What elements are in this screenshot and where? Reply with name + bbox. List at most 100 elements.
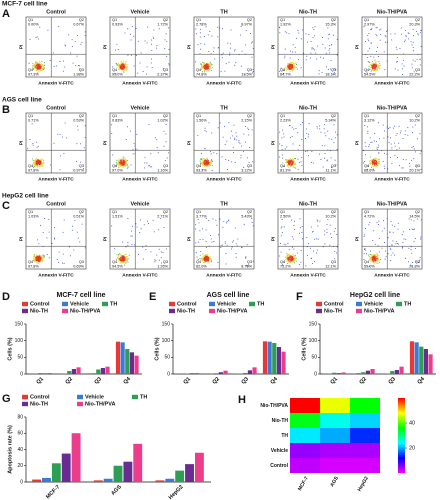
event-dot (288, 160, 290, 162)
event-dot (287, 161, 289, 163)
event-dot (32, 66, 34, 68)
event-dot (374, 259, 376, 261)
event-dot (374, 243, 376, 245)
event-dot (326, 223, 328, 225)
event-dot (207, 160, 209, 162)
legend-label: Nio-TH (30, 308, 48, 314)
event-dot (41, 165, 43, 167)
event-dot (212, 218, 214, 220)
event-dot (213, 241, 215, 242)
event-dot (209, 256, 211, 258)
event-dot (206, 163, 208, 165)
event-dot (117, 159, 119, 161)
event-dot (411, 228, 413, 230)
event-dot (327, 27, 329, 29)
event-dot (413, 71, 415, 73)
event-dot (140, 228, 142, 230)
event-dot (37, 66, 39, 67)
event-dot (112, 154, 114, 156)
event-dot (115, 63, 117, 64)
event-dot (286, 161, 288, 163)
event-dot (165, 133, 167, 135)
event-dot (122, 164, 124, 166)
event-dot (418, 34, 420, 36)
event-dot (123, 62, 125, 64)
quadrant-percent: 1.03% (28, 215, 39, 219)
event-dot (36, 257, 38, 259)
event-dot (126, 260, 128, 262)
event-dot (208, 258, 210, 260)
event-dot (120, 69, 122, 70)
event-dot (292, 66, 294, 68)
event-dot (219, 27, 221, 29)
legend-label: Vehicle (70, 301, 89, 307)
event-dot (126, 260, 128, 262)
event-dot (287, 164, 288, 166)
event-dot (392, 252, 394, 254)
event-dot (207, 62, 209, 64)
event-dot (399, 48, 401, 50)
event-dot (367, 132, 369, 134)
quadrant-name: Q4 (112, 68, 117, 72)
event-dot (284, 55, 286, 57)
event-dot (123, 264, 125, 266)
event-dot (38, 67, 39, 69)
event-dot (119, 64, 121, 66)
event-dot (300, 261, 302, 263)
event-dot (288, 163, 289, 165)
event-dot (376, 259, 378, 261)
event-dot (37, 162, 39, 164)
event-dot (293, 248, 295, 250)
event-dot (120, 255, 122, 257)
event-dot (379, 261, 381, 263)
event-dot (32, 68, 34, 70)
event-dot (251, 41, 253, 43)
event-dot (327, 38, 329, 40)
quadrant-name: Q3 (415, 164, 420, 168)
event-dot (206, 259, 208, 261)
event-dot (233, 124, 235, 126)
event-dot (36, 159, 38, 161)
event-dot (205, 260, 207, 262)
event-dot (373, 140, 375, 142)
event-dot (119, 259, 121, 261)
event-dot (41, 159, 43, 161)
event-dot (373, 254, 375, 255)
event-dot (201, 257, 203, 259)
event-dot (334, 228, 336, 230)
event-dot (378, 65, 380, 67)
event-dot (62, 253, 64, 255)
event-dot (33, 255, 35, 257)
quadrant-percent: 8.76% (241, 265, 252, 269)
event-dot (365, 54, 367, 56)
event-dot (34, 61, 36, 63)
event-dot (235, 132, 237, 134)
event-dot (229, 54, 231, 56)
event-dot (285, 244, 287, 246)
event-dot (124, 160, 126, 162)
event-dot (364, 125, 366, 127)
event-dot (217, 261, 219, 263)
event-dot (43, 255, 45, 257)
event-dot (374, 257, 376, 259)
event-dot (121, 67, 123, 69)
event-dot (205, 26, 207, 28)
event-dot (368, 254, 370, 256)
event-dot (310, 52, 312, 54)
event-dot (203, 258, 205, 260)
event-dot (412, 145, 414, 147)
event-dot (66, 137, 68, 139)
event-dot (72, 62, 74, 64)
heat-cell (350, 428, 380, 443)
event-dot (292, 62, 294, 64)
event-dot (222, 28, 224, 30)
event-dot (202, 71, 203, 73)
event-dot (294, 51, 296, 53)
event-dot (230, 29, 232, 31)
event-dot (336, 246, 338, 248)
event-dot (283, 68, 285, 70)
event-dot (236, 245, 238, 247)
event-dot (333, 72, 335, 74)
plot-title: TH (220, 201, 227, 207)
event-dot (235, 61, 237, 63)
